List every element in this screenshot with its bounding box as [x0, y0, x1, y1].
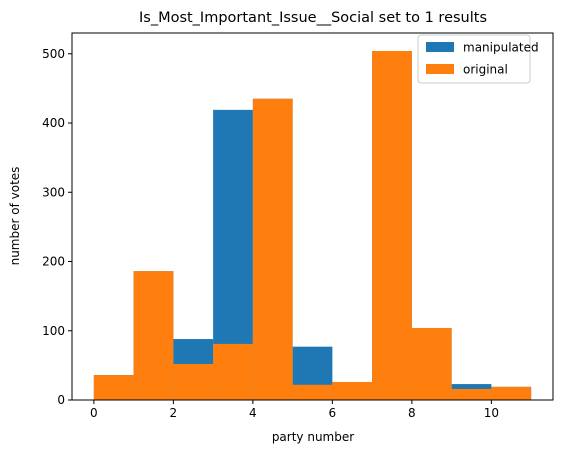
y-tick-label: 400 [42, 116, 65, 130]
x-tick-label: 8 [408, 406, 416, 420]
bar-original-7 [372, 51, 412, 400]
legend: manipulated original [417, 34, 539, 84]
y-tick-label: 0 [57, 393, 65, 407]
y-tick-label: 300 [42, 185, 65, 199]
x-tick-label: 0 [90, 406, 98, 420]
axes-frame [71, 32, 554, 401]
y-axis-label: number of votes [8, 167, 22, 266]
bar-original-8 [411, 327, 452, 400]
bar-original-1 [133, 271, 174, 400]
legend-label-manipulated: manipulated [463, 41, 539, 55]
y-tick-label: 500 [42, 47, 65, 61]
y-tick-label: 200 [42, 255, 65, 269]
bar-original-4 [252, 98, 293, 400]
bar-original-6 [332, 381, 373, 400]
bar-original-5 [292, 384, 333, 400]
x-axis-label: party number [272, 430, 354, 444]
chart-title: Is_Most_Important_Issue__Social set to 1… [139, 10, 487, 26]
x-tick-label: 4 [249, 406, 257, 420]
x-tick-label: 6 [329, 406, 337, 420]
bar-original-10 [491, 386, 532, 400]
bar-original-3 [213, 343, 253, 400]
bar-original-9 [451, 388, 492, 400]
legend-swatch-manipulated [426, 42, 454, 52]
x-tick-label: 10 [484, 406, 499, 420]
bar-original-0 [93, 375, 134, 400]
legend-label-original: original [463, 63, 508, 77]
bar-original-2 [173, 363, 214, 400]
y-tick-label: 100 [42, 324, 65, 338]
legend-swatch-original [426, 64, 454, 74]
x-tick-label: 2 [170, 406, 178, 420]
